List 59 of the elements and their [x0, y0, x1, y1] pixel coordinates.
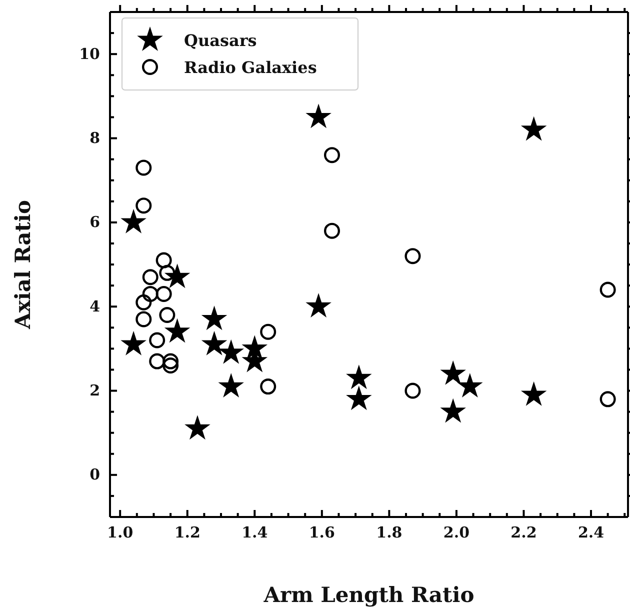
point — [122, 332, 146, 355]
y-axis-title: Axial Ratio — [10, 200, 35, 330]
point — [600, 282, 616, 298]
point — [404, 248, 421, 264]
point — [142, 269, 158, 286]
x-axis-title: Arm Length Ratio — [262, 582, 474, 607]
point — [162, 358, 179, 374]
point — [260, 378, 276, 395]
point — [522, 117, 546, 140]
point — [159, 264, 176, 281]
legend-label: Quasars — [184, 31, 257, 50]
y-tick-label: 10 — [79, 44, 100, 63]
point — [149, 353, 166, 370]
point — [242, 336, 266, 359]
x-tick-label: 2.4 — [578, 524, 604, 542]
x-tick-label: 1.4 — [242, 524, 268, 542]
point — [260, 324, 276, 340]
point — [202, 332, 226, 355]
x-tick-label: 2.0 — [443, 524, 470, 542]
y-tick-label: 0 — [90, 466, 100, 484]
x-tick-label: 1.6 — [308, 524, 335, 542]
point — [156, 252, 172, 268]
point — [219, 374, 243, 397]
point — [165, 319, 190, 342]
point — [441, 399, 465, 422]
point — [347, 386, 371, 410]
legend-label: Radio Galaxies — [184, 58, 317, 77]
point — [347, 366, 371, 388]
point — [136, 294, 152, 310]
point — [136, 311, 152, 328]
point — [458, 374, 482, 397]
point — [136, 198, 152, 214]
y-tick-label: 8 — [90, 129, 100, 148]
point — [306, 294, 330, 317]
y-tick-label: 2 — [90, 382, 100, 400]
point — [324, 222, 340, 239]
point — [165, 264, 190, 288]
point — [324, 147, 340, 164]
point — [156, 286, 172, 302]
point — [441, 361, 465, 384]
x-tick-label: 2.2 — [510, 524, 537, 542]
point — [186, 416, 210, 439]
point — [219, 340, 243, 364]
point — [149, 332, 166, 348]
x-tick-label: 1.0 — [107, 524, 134, 542]
y-tick-label: 6 — [90, 213, 100, 232]
point — [202, 306, 226, 330]
point — [306, 104, 330, 128]
point — [122, 210, 146, 233]
x-tick-label: 1.8 — [376, 524, 402, 542]
x-tick-label: 1.2 — [174, 524, 200, 542]
point — [159, 307, 176, 323]
y-tick-label: 4 — [90, 297, 100, 316]
point — [600, 391, 616, 408]
point — [142, 286, 158, 302]
point — [136, 160, 152, 176]
point — [162, 353, 179, 370]
point — [522, 382, 546, 406]
point — [404, 382, 421, 399]
